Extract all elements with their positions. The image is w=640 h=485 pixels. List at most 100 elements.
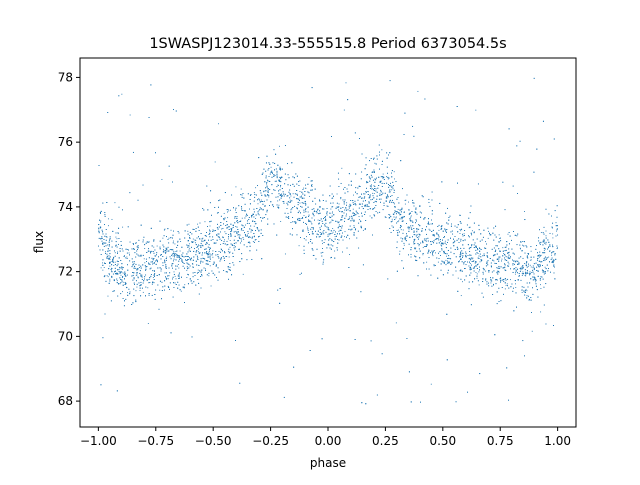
data-point — [430, 383, 432, 385]
data-point — [447, 242, 448, 243]
data-point — [470, 254, 472, 256]
data-point — [337, 172, 339, 174]
data-point — [127, 248, 129, 250]
data-point — [173, 258, 175, 260]
data-point — [277, 200, 279, 202]
data-point — [487, 227, 489, 229]
data-point — [469, 212, 471, 214]
data-point — [378, 144, 380, 146]
data-point — [268, 196, 270, 198]
data-point — [121, 248, 123, 250]
data-point — [389, 185, 391, 187]
data-point — [117, 243, 119, 245]
data-point — [508, 265, 510, 267]
data-point — [133, 277, 135, 279]
data-point — [114, 252, 116, 254]
data-point — [498, 258, 500, 260]
data-point — [259, 209, 261, 210]
data-point — [391, 218, 393, 220]
data-point — [172, 253, 174, 255]
data-point — [341, 225, 343, 227]
data-point — [471, 258, 473, 260]
data-point — [179, 259, 180, 261]
data-point — [537, 252, 538, 254]
data-point — [422, 196, 424, 198]
data-point — [521, 286, 523, 288]
data-point — [209, 258, 211, 260]
data-point — [486, 255, 488, 257]
data-point — [548, 256, 550, 258]
data-point — [371, 188, 373, 190]
data-point — [278, 204, 280, 206]
data-point — [529, 271, 531, 273]
data-point — [531, 271, 533, 273]
data-point — [240, 220, 242, 222]
data-point — [216, 235, 218, 236]
data-point — [191, 246, 192, 248]
data-point — [321, 232, 323, 234]
data-point — [486, 256, 488, 258]
data-point — [538, 256, 540, 258]
data-point — [419, 211, 421, 213]
data-point — [235, 230, 237, 232]
data-point — [493, 247, 495, 249]
data-point — [107, 244, 109, 246]
data-point — [522, 340, 524, 342]
data-point — [397, 221, 399, 223]
data-point — [153, 246, 155, 248]
data-point — [332, 219, 334, 221]
data-point — [483, 255, 485, 257]
data-point — [352, 215, 354, 217]
data-point — [441, 260, 443, 262]
data-point — [422, 247, 424, 249]
data-point — [406, 235, 408, 237]
data-point — [525, 273, 527, 275]
data-point — [187, 263, 189, 265]
data-point — [226, 221, 228, 222]
data-point — [525, 271, 526, 273]
data-points — [97, 77, 559, 405]
data-point — [209, 255, 211, 257]
data-point — [410, 215, 412, 217]
data-point — [283, 195, 285, 197]
data-point — [226, 227, 228, 229]
data-point — [520, 248, 521, 250]
data-point — [445, 259, 447, 261]
data-point — [247, 232, 249, 234]
data-point — [516, 270, 518, 272]
data-point — [175, 278, 177, 280]
data-point — [340, 219, 342, 221]
data-point — [522, 265, 524, 267]
data-point — [387, 178, 389, 180]
data-point — [417, 90, 419, 92]
data-point — [385, 216, 387, 218]
data-point — [513, 263, 515, 265]
data-point — [403, 216, 405, 218]
data-point — [126, 256, 128, 258]
data-point — [246, 214, 248, 216]
data-point — [425, 244, 427, 246]
data-point — [478, 271, 480, 273]
data-point — [177, 275, 179, 277]
data-point — [184, 284, 186, 286]
data-point — [338, 203, 340, 205]
data-point — [229, 240, 231, 241]
data-point — [469, 263, 471, 264]
data-point — [174, 275, 176, 277]
data-point — [193, 241, 195, 243]
data-point — [551, 257, 553, 259]
data-point — [351, 218, 353, 220]
data-point — [108, 255, 110, 257]
data-point — [317, 219, 319, 221]
data-point — [198, 230, 200, 231]
data-point — [380, 189, 382, 191]
data-point — [253, 200, 255, 202]
data-point — [147, 287, 149, 289]
data-point — [152, 281, 154, 283]
data-point — [108, 225, 109, 227]
data-point — [156, 245, 158, 247]
data-point — [426, 226, 428, 228]
data-point — [138, 239, 140, 241]
data-point — [135, 242, 137, 244]
data-point — [303, 249, 305, 251]
